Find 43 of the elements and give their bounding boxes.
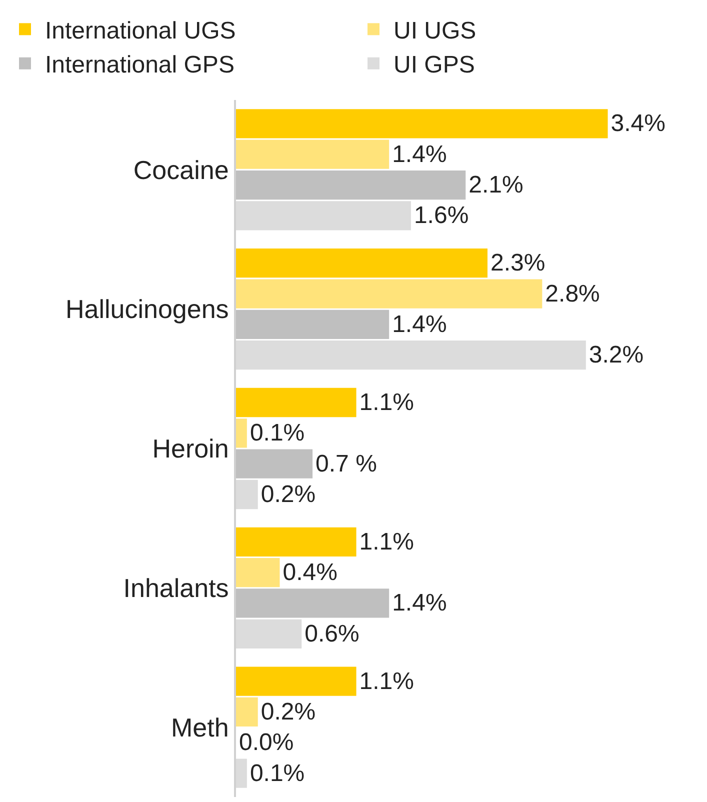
data-label: 1.1% bbox=[359, 668, 414, 695]
bar bbox=[236, 109, 608, 138]
bar bbox=[236, 449, 313, 478]
bar bbox=[236, 248, 488, 278]
bar bbox=[236, 666, 356, 696]
data-label: 1.1% bbox=[359, 389, 414, 416]
y-tick-label: Hallucinogens bbox=[65, 294, 229, 324]
y-tick-label: Cocaine bbox=[133, 154, 229, 185]
data-label: 0.0% bbox=[239, 729, 294, 756]
data-label: 3.2% bbox=[588, 342, 644, 369]
data-label: 1.4% bbox=[392, 590, 447, 617]
data-label: 2.3% bbox=[490, 250, 546, 277]
y-tick-label: Meth bbox=[170, 712, 229, 742]
data-label: 1.6% bbox=[414, 202, 469, 230]
legend-label: UI GPS bbox=[394, 52, 475, 79]
bar bbox=[236, 527, 356, 556]
bar bbox=[236, 588, 390, 618]
data-label: 2.8% bbox=[545, 280, 600, 308]
bar bbox=[236, 388, 356, 418]
data-label: 0.2% bbox=[260, 698, 316, 726]
data-label: 1.4% bbox=[392, 310, 447, 338]
bar bbox=[236, 558, 280, 588]
bar bbox=[236, 310, 390, 339]
data-label: 0.4% bbox=[282, 559, 338, 586]
y-tick-label: Heroin bbox=[152, 434, 229, 464]
data-label: 3.4% bbox=[610, 110, 666, 138]
bar bbox=[236, 697, 258, 727]
data-label: 0.6% bbox=[304, 620, 360, 648]
data-label: 0.1% bbox=[250, 420, 305, 447]
data-label: 1.4% bbox=[392, 140, 447, 168]
data-label: 2.1% bbox=[468, 172, 524, 199]
y-tick-label: Inhalants bbox=[123, 573, 229, 603]
data-label: 0.2% bbox=[260, 481, 316, 508]
bar bbox=[236, 170, 466, 200]
legend-label: International UGS bbox=[45, 18, 236, 45]
data-label: 0.1% bbox=[250, 760, 305, 787]
legend-label: International GPS bbox=[45, 52, 234, 79]
legend-label: UI UGS bbox=[394, 18, 476, 45]
bar bbox=[236, 279, 542, 308]
data-label: 0.7 % bbox=[316, 450, 377, 478]
bar bbox=[236, 418, 247, 448]
bar bbox=[236, 140, 390, 169]
data-label: 1.1% bbox=[359, 528, 414, 556]
